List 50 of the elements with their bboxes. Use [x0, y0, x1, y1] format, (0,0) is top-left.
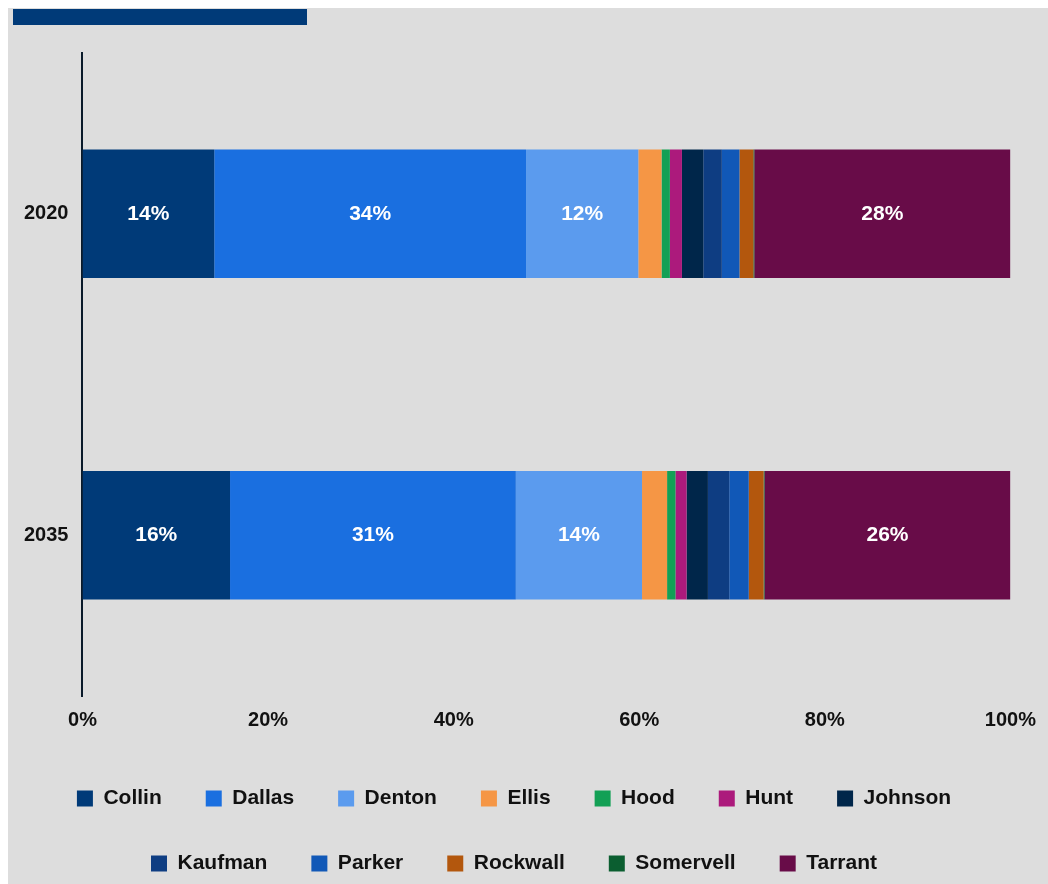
- y-tick-label: 2020: [23, 201, 69, 224]
- bar: [754, 149, 1011, 279]
- data-label: 12%: [561, 200, 604, 224]
- data-label: 34%: [349, 200, 392, 224]
- data-label: 26%: [866, 522, 909, 546]
- bar: [729, 470, 749, 600]
- legend-label: Kaufman: [177, 850, 268, 874]
- legend-label: Hood: [621, 785, 675, 809]
- x-tick-label: 80%: [804, 707, 846, 730]
- bar: [764, 470, 1011, 600]
- data-label: 31%: [351, 522, 395, 546]
- legend-label: Denton: [364, 785, 437, 809]
- x-tick-label: 20%: [248, 707, 289, 730]
- x-tick-label: 40%: [433, 707, 474, 730]
- bar: [515, 470, 643, 600]
- legend-label: Somervell: [635, 850, 736, 874]
- bar: [526, 149, 639, 279]
- legend-label: Hunt: [745, 785, 794, 809]
- bar: [675, 470, 687, 600]
- bar: [739, 149, 754, 279]
- bar: [661, 149, 670, 279]
- legend-label: Rockwall: [473, 850, 565, 874]
- legend-label: Parker: [337, 850, 404, 874]
- x-tick-label: 0%: [68, 707, 98, 730]
- bar: [686, 470, 708, 600]
- data-label: 14%: [557, 522, 601, 546]
- bar: [642, 470, 668, 600]
- bar: [707, 470, 730, 600]
- data-label: 14%: [127, 200, 170, 224]
- bar: [703, 149, 722, 279]
- bar: [721, 149, 740, 279]
- legend-label: Tarrant: [806, 850, 877, 874]
- x-tick-label: 100%: [984, 707, 1037, 730]
- bar: [214, 149, 527, 279]
- bar: [230, 470, 516, 600]
- bar: [82, 149, 215, 279]
- bar: [748, 470, 764, 600]
- bar: [681, 149, 704, 279]
- bar: [82, 470, 231, 600]
- bar: [638, 149, 662, 279]
- bar: [667, 470, 676, 600]
- y-tick-label: 2035: [23, 522, 69, 545]
- legend-label: Johnson: [863, 785, 952, 809]
- legend-label: Ellis: [507, 785, 551, 809]
- data-label: 28%: [861, 200, 904, 224]
- legend-label: Dallas: [232, 785, 295, 809]
- bar: [669, 149, 682, 279]
- legend-label: Collin: [103, 785, 162, 809]
- data-label: 16%: [135, 522, 178, 546]
- x-tick-label: 60%: [619, 707, 660, 730]
